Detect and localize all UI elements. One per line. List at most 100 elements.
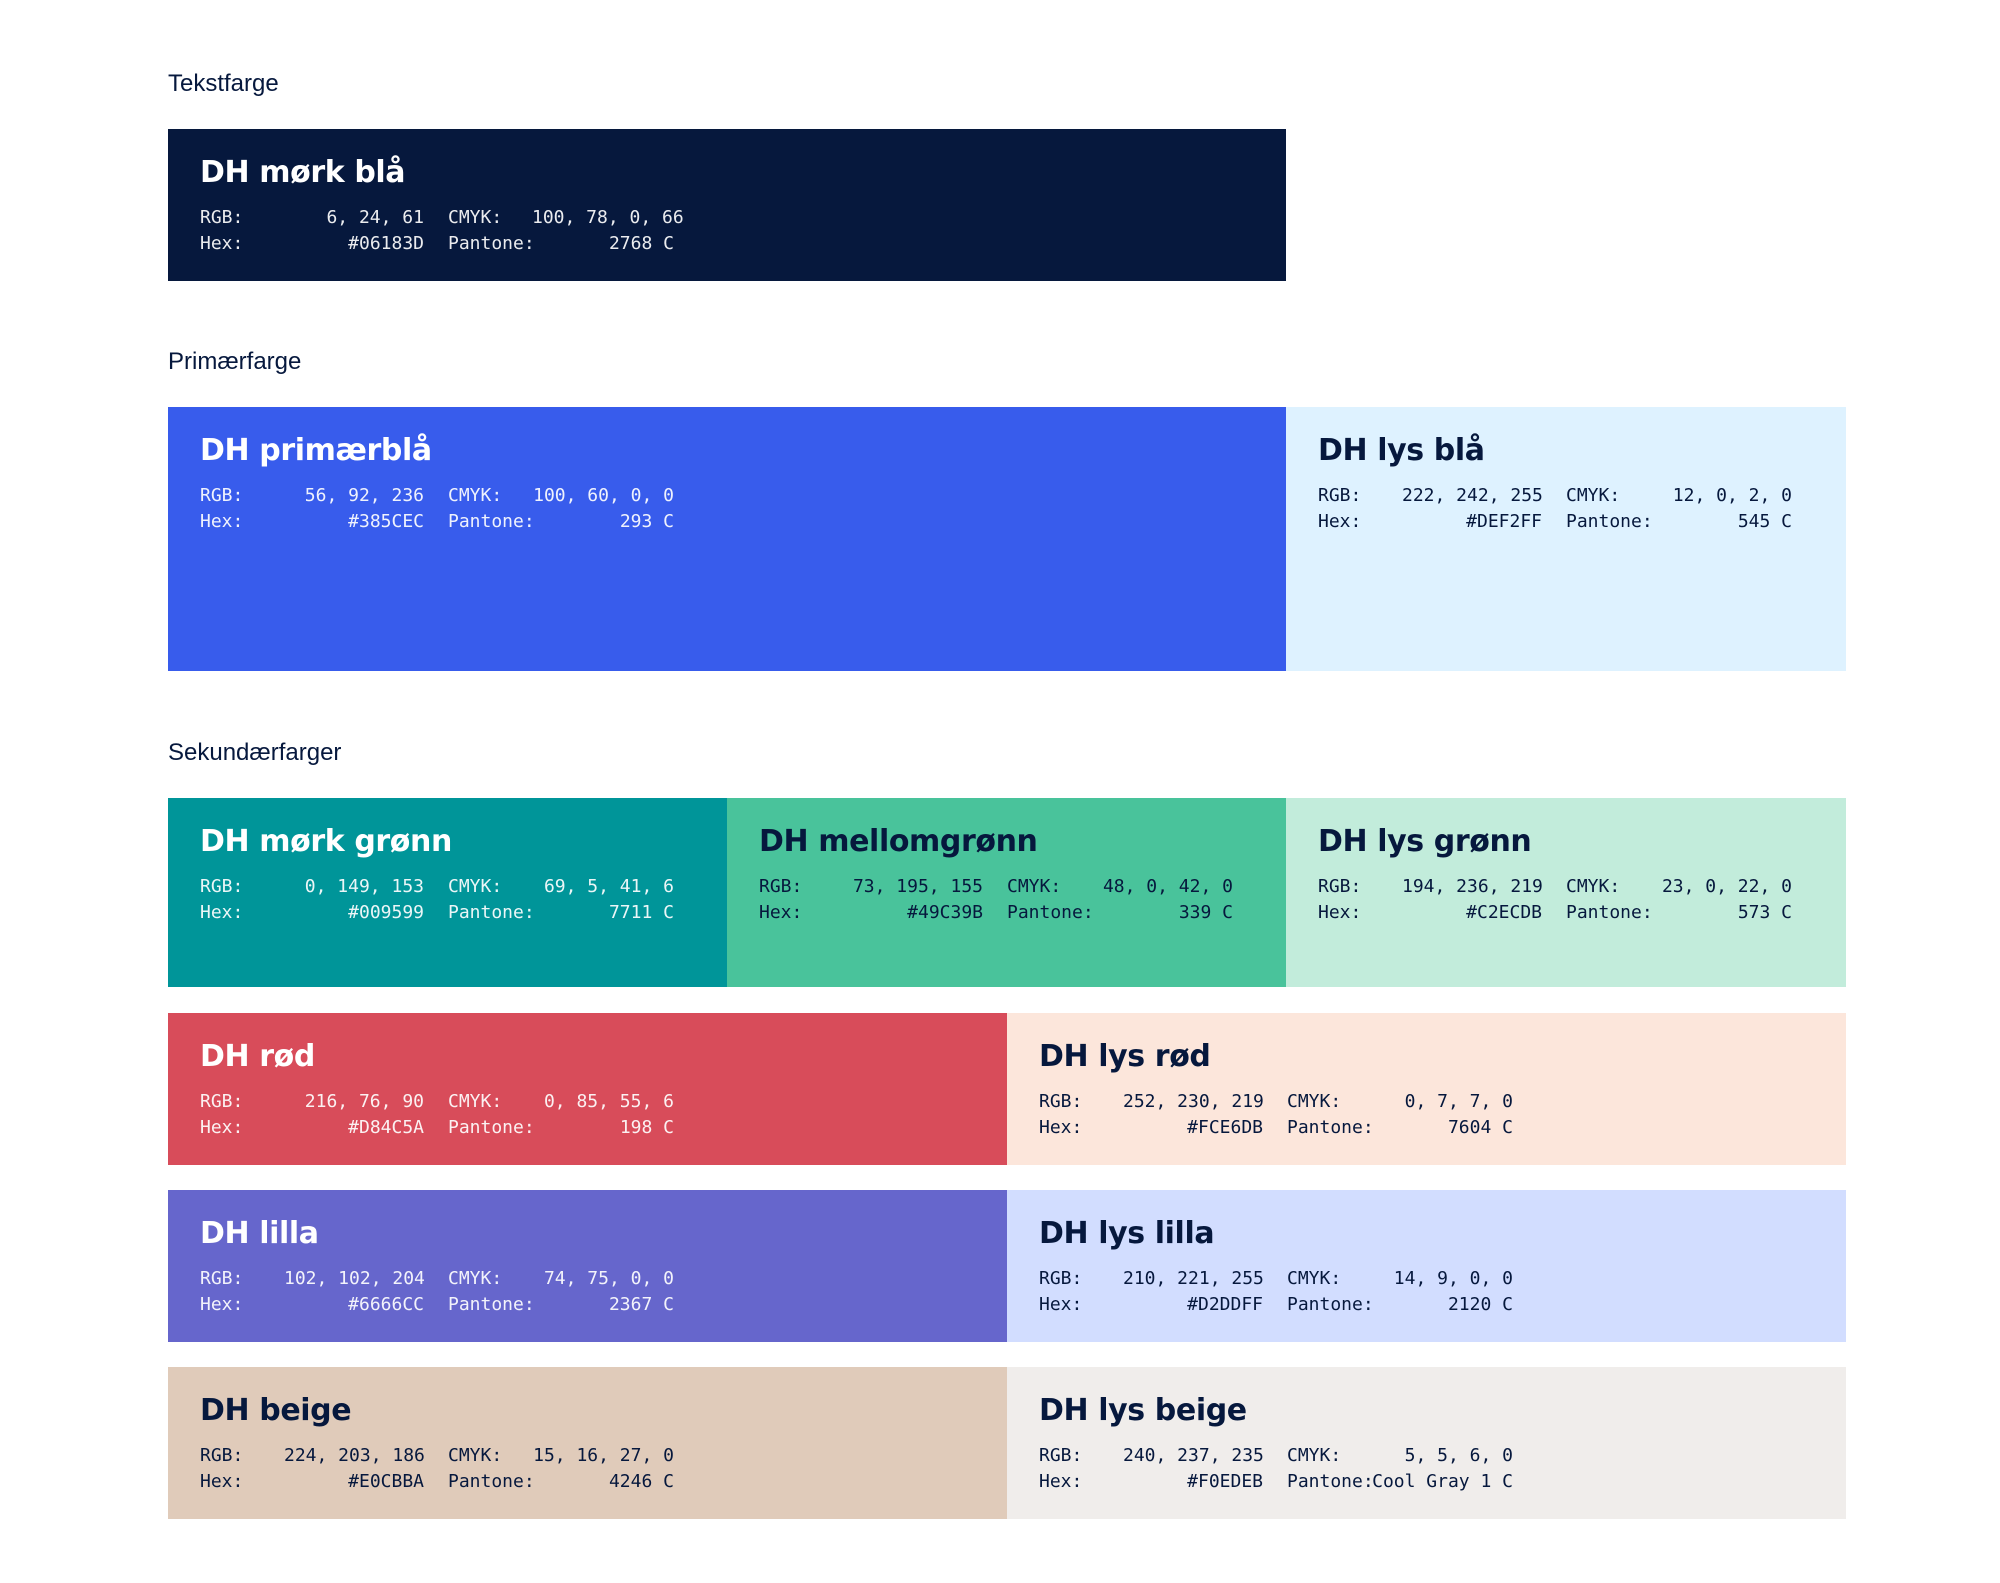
hex-value: #C2ECDB — [1466, 902, 1542, 923]
swatch-dh-primaerbla: DH primærblå RGB: 56, 92, 236 CMYK: 100,… — [168, 407, 1286, 671]
pantone-label: Pantone: — [1287, 1117, 1374, 1138]
pantone-value: 2768 C — [608, 233, 674, 254]
rgb-label: RGB: — [200, 876, 244, 897]
pantone-value: 198 C — [619, 1117, 674, 1138]
swatch-name: DH rød — [200, 1039, 315, 1074]
swatch-dh-mellomgronn: DH mellomgrønn RGB: 73, 195, 155 CMYK: 4… — [727, 798, 1286, 987]
hex-label: Hex: — [1039, 1117, 1083, 1138]
color-spec-grid: RGB: 56, 92, 236 CMYK: 100, 60, 0, 0 Hex… — [200, 483, 1254, 535]
cmyk-label: CMYK: — [448, 207, 503, 228]
section-label-tekstfarge: Tekstfarge — [168, 70, 279, 97]
cmyk-value: 48, 0, 42, 0 — [1102, 876, 1233, 897]
cmyk-value: 0, 7, 7, 0 — [1404, 1091, 1513, 1112]
swatch-dh-lys-bla: DH lys blå RGB: 222, 242, 255 CMYK: 12, … — [1286, 407, 1846, 671]
color-spec-grid: RGB: 194, 236, 219 CMYK: 23, 0, 22, 0 He… — [1318, 874, 1814, 926]
color-spec-grid: RGB: 216, 76, 90 CMYK: 0, 85, 55, 6 Hex:… — [200, 1089, 975, 1141]
cmyk-value: 14, 9, 0, 0 — [1393, 1268, 1513, 1289]
swatch-name: DH lys blå — [1318, 433, 1485, 468]
hex-label: Hex: — [200, 233, 244, 254]
hex-value: #DEF2FF — [1466, 511, 1542, 532]
hex-label: Hex: — [200, 1117, 244, 1138]
swatch-dh-beige: DH beige RGB: 224, 203, 186 CMYK: 15, 16… — [168, 1367, 1007, 1519]
hex-label: Hex: — [1039, 1294, 1083, 1315]
cmyk-label: CMYK: — [448, 1268, 503, 1289]
color-spec-grid: RGB: 6, 24, 61 CMYK: 100, 78, 0, 66 Hex:… — [200, 205, 1254, 257]
hex-label: Hex: — [1318, 902, 1362, 923]
color-spec-grid: RGB: 102, 102, 204 CMYK: 74, 75, 0, 0 He… — [200, 1266, 975, 1318]
rgb-label: RGB: — [1039, 1091, 1083, 1112]
color-spec-grid: RGB: 210, 221, 255 CMYK: 14, 9, 0, 0 Hex… — [1039, 1266, 1814, 1318]
swatch-dh-lys-lilla: DH lys lilla RGB: 210, 221, 255 CMYK: 14… — [1007, 1190, 1846, 1342]
pantone-value: 293 C — [619, 511, 674, 532]
hex-value: #385CEC — [348, 511, 424, 532]
cmyk-label: CMYK: — [1287, 1445, 1342, 1466]
cmyk-value: 15, 16, 27, 0 — [533, 1445, 674, 1466]
pantone-value: 2120 C — [1447, 1294, 1513, 1315]
pantone-value: 7604 C — [1447, 1117, 1513, 1138]
pantone-label: Pantone: — [448, 511, 535, 532]
hex-value: #06183D — [348, 233, 424, 254]
swatch-name: DH lys rød — [1039, 1039, 1211, 1074]
pantone-label: Pantone: — [1566, 511, 1653, 532]
rgb-value: 252, 230, 219 — [1123, 1091, 1264, 1112]
color-spec-grid: RGB: 0, 149, 153 CMYK: 69, 5, 41, 6 Hex:… — [200, 874, 695, 926]
rgb-value: 73, 195, 155 — [852, 876, 983, 897]
cmyk-value: 23, 0, 22, 0 — [1661, 876, 1792, 897]
rgb-label: RGB: — [200, 1445, 244, 1466]
pantone-value: 4246 C — [608, 1471, 674, 1492]
pantone-value: 2367 C — [608, 1294, 674, 1315]
hex-value: #FCE6DB — [1187, 1117, 1263, 1138]
cmyk-label: CMYK: — [1287, 1268, 1342, 1289]
hex-label: Hex: — [759, 902, 803, 923]
cmyk-value: 69, 5, 41, 6 — [543, 876, 674, 897]
rgb-value: 6, 24, 61 — [326, 207, 424, 228]
rgb-value: 210, 221, 255 — [1123, 1268, 1264, 1289]
cmyk-label: CMYK: — [1007, 876, 1062, 897]
hex-value: #E0CBBA — [348, 1471, 424, 1492]
rgb-label: RGB: — [200, 1091, 244, 1112]
rgb-value: 0, 149, 153 — [304, 876, 424, 897]
swatch-name: DH beige — [200, 1393, 352, 1428]
rgb-value: 222, 242, 255 — [1402, 485, 1543, 506]
rgb-label: RGB: — [200, 485, 244, 506]
cmyk-value: 0, 85, 55, 6 — [543, 1091, 674, 1112]
swatch-dh-mork-gronn: DH mørk grønn RGB: 0, 149, 153 CMYK: 69,… — [168, 798, 727, 987]
rgb-value: 216, 76, 90 — [304, 1091, 424, 1112]
hex-value: #D84C5A — [348, 1117, 424, 1138]
swatch-name: DH primærblå — [200, 433, 432, 468]
pantone-label: Pantone: — [1287, 1471, 1374, 1492]
rgb-label: RGB: — [1318, 485, 1362, 506]
rgb-value: 56, 92, 236 — [304, 485, 424, 506]
swatch-dh-lys-gronn: DH lys grønn RGB: 194, 236, 219 CMYK: 23… — [1286, 798, 1846, 987]
section-label-sekundaerfarger: Sekundærfarger — [168, 739, 342, 766]
hex-value: #49C39B — [907, 902, 983, 923]
rgb-value: 102, 102, 204 — [284, 1268, 425, 1289]
pantone-label: Pantone: — [448, 902, 535, 923]
hex-label: Hex: — [1318, 511, 1362, 532]
section-label-primaerfarge: Primærfarge — [168, 348, 302, 375]
cmyk-label: CMYK: — [1287, 1091, 1342, 1112]
swatch-name: DH mørk grønn — [200, 824, 452, 859]
hex-value: #009599 — [348, 902, 424, 923]
cmyk-label: CMYK: — [448, 1091, 503, 1112]
color-spec-grid: RGB: 73, 195, 155 CMYK: 48, 0, 42, 0 Hex… — [759, 874, 1254, 926]
pantone-label: Pantone: — [448, 1117, 535, 1138]
pantone-value: 7711 C — [608, 902, 674, 923]
pantone-value: 339 C — [1178, 902, 1233, 923]
pantone-label: Pantone: — [1287, 1294, 1374, 1315]
pantone-label: Pantone: — [1007, 902, 1094, 923]
rgb-label: RGB: — [1318, 876, 1362, 897]
swatch-name: DH lys lilla — [1039, 1216, 1215, 1251]
swatch-dh-lys-beige: DH lys beige RGB: 240, 237, 235 CMYK: 5,… — [1007, 1367, 1846, 1519]
hex-label: Hex: — [200, 902, 244, 923]
cmyk-value: 100, 78, 0, 66 — [532, 207, 684, 228]
rgb-value: 194, 236, 219 — [1402, 876, 1543, 897]
pantone-label: Pantone: — [448, 1471, 535, 1492]
swatch-name: DH lys beige — [1039, 1393, 1247, 1428]
cmyk-value: 12, 0, 2, 0 — [1672, 485, 1792, 506]
swatch-dh-mork-bla: DH mørk blå RGB: 6, 24, 61 CMYK: 100, 78… — [168, 129, 1286, 281]
hex-value: #D2DDFF — [1187, 1294, 1263, 1315]
rgb-label: RGB: — [1039, 1445, 1083, 1466]
hex-label: Hex: — [200, 1294, 244, 1315]
pantone-label: Pantone: — [448, 233, 535, 254]
